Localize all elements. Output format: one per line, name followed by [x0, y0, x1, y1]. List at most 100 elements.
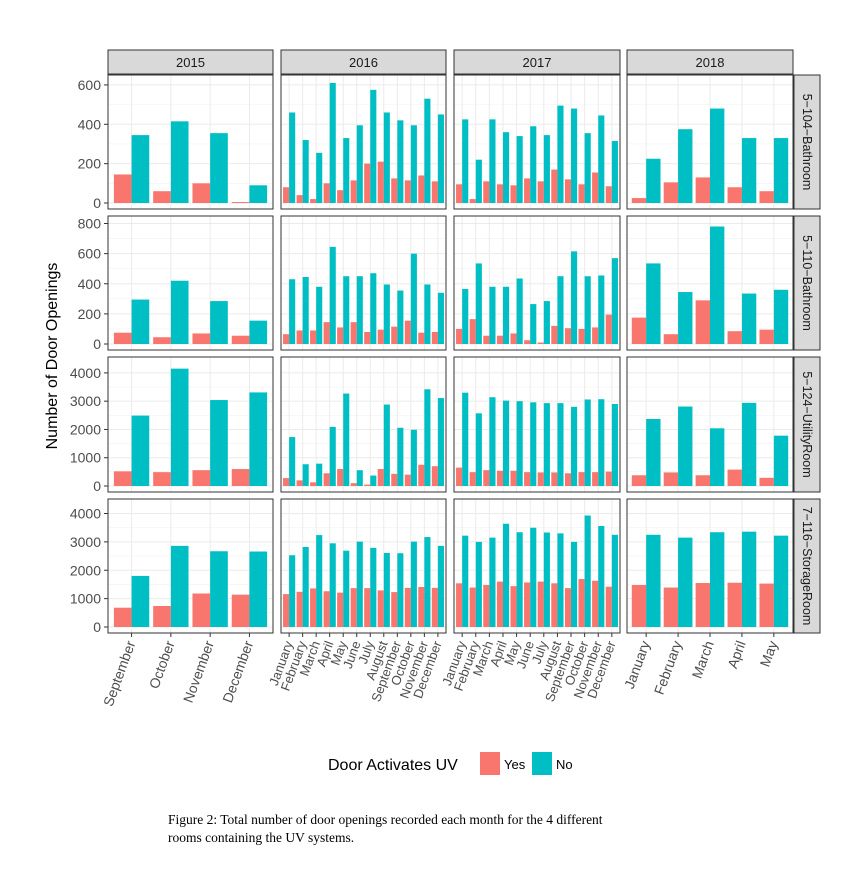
bar-yes [605, 314, 612, 344]
bar-yes [524, 582, 531, 627]
bar-yes [323, 473, 330, 486]
bar-yes [310, 588, 317, 627]
caption-line-2: rooms containing the UV systems. [168, 830, 355, 845]
bar-yes [727, 469, 742, 486]
bar-no [489, 286, 496, 344]
x-tick-label: September [100, 638, 139, 708]
y-tick-label: 1000 [70, 450, 101, 466]
bar-no [530, 402, 537, 486]
bar-yes [337, 327, 344, 344]
bar-yes [350, 483, 357, 486]
bar-yes [631, 317, 647, 344]
bar-yes [113, 607, 132, 627]
bar-no [249, 185, 268, 203]
bar-yes [113, 332, 132, 344]
bar-no [530, 527, 537, 627]
bar-no [356, 125, 363, 203]
bar-yes [192, 593, 211, 627]
bar-yes [524, 340, 531, 344]
bar-no [710, 108, 725, 203]
bar-no [475, 541, 482, 627]
bar-yes [524, 178, 531, 203]
bar-yes [695, 177, 710, 203]
bar-yes [759, 477, 774, 486]
bar-yes [431, 466, 438, 486]
bar-yes [323, 322, 330, 344]
bar-no [437, 292, 444, 344]
y-tick-label: 4000 [70, 365, 101, 381]
bar-no [571, 541, 578, 627]
y-tick-label: 3000 [70, 534, 101, 550]
bar-yes [483, 181, 490, 203]
bar-no [502, 132, 510, 203]
bar-yes [296, 330, 303, 344]
bar-yes [510, 470, 517, 486]
x-tick-label: April [724, 639, 749, 671]
bar-yes [377, 161, 384, 203]
bar-no [611, 258, 618, 344]
panel-border [107, 498, 274, 634]
y-tick-label: 0 [93, 619, 101, 635]
bar-yes [350, 588, 357, 627]
panel-border [626, 356, 794, 493]
bar-yes [364, 331, 371, 344]
bar-yes [564, 179, 572, 203]
panel-border [453, 74, 621, 210]
bar-yes [296, 480, 303, 486]
bar-no [678, 537, 693, 627]
bar-yes [483, 585, 490, 627]
bar-yes [695, 300, 710, 344]
facet-strip-2018 [626, 49, 794, 75]
y-tick-label: 400 [78, 276, 102, 292]
bar-yes [153, 337, 171, 344]
bar-no [516, 136, 523, 203]
bar-no [370, 89, 377, 203]
bar-yes [483, 470, 490, 486]
bar-no [356, 276, 363, 344]
bar-yes [391, 592, 398, 627]
bar-no [249, 551, 268, 627]
panel-border [453, 356, 621, 493]
bar-no [516, 278, 523, 344]
bar-yes [377, 469, 384, 486]
facet-strip-room-label-4: 7−116−StorageRoom [800, 507, 814, 626]
bar-no [475, 413, 482, 486]
bar-no [530, 126, 537, 203]
bar-yes [496, 581, 503, 627]
bar-no [437, 114, 444, 203]
bar-yes [113, 471, 132, 486]
bar-yes [592, 472, 599, 486]
bar-no [302, 546, 309, 627]
bar-no [710, 532, 725, 627]
facet-strip-room-label-1: 5−104−Bathroom [800, 94, 814, 191]
panel-border [107, 74, 274, 210]
bar-no [557, 105, 564, 203]
bar-no [475, 159, 482, 203]
y-tick-label: 4000 [70, 506, 101, 522]
bar-yes [605, 586, 612, 627]
bar-no [516, 532, 523, 627]
panel-border [107, 356, 274, 493]
bar-yes [364, 484, 371, 486]
bar-yes [192, 470, 211, 486]
bar-yes [231, 469, 250, 486]
bar-no [489, 537, 496, 627]
bar-no [131, 299, 150, 344]
y-tick-label: 0 [93, 336, 101, 352]
facet-strip-2015 [107, 49, 274, 75]
bar-no [329, 82, 336, 203]
bar-yes [496, 470, 503, 486]
bar-yes [605, 186, 612, 203]
bar-yes [231, 202, 250, 203]
bar-yes [564, 473, 572, 486]
bar-no [571, 108, 578, 203]
panel-border [280, 498, 447, 634]
bar-no [289, 437, 296, 486]
bar-no [343, 393, 350, 486]
y-tick-label: 0 [93, 195, 101, 211]
bar-yes [695, 583, 710, 627]
bar-no [289, 279, 296, 344]
bar-yes [337, 592, 344, 627]
bar-no [773, 289, 789, 344]
bar-no [397, 427, 404, 486]
